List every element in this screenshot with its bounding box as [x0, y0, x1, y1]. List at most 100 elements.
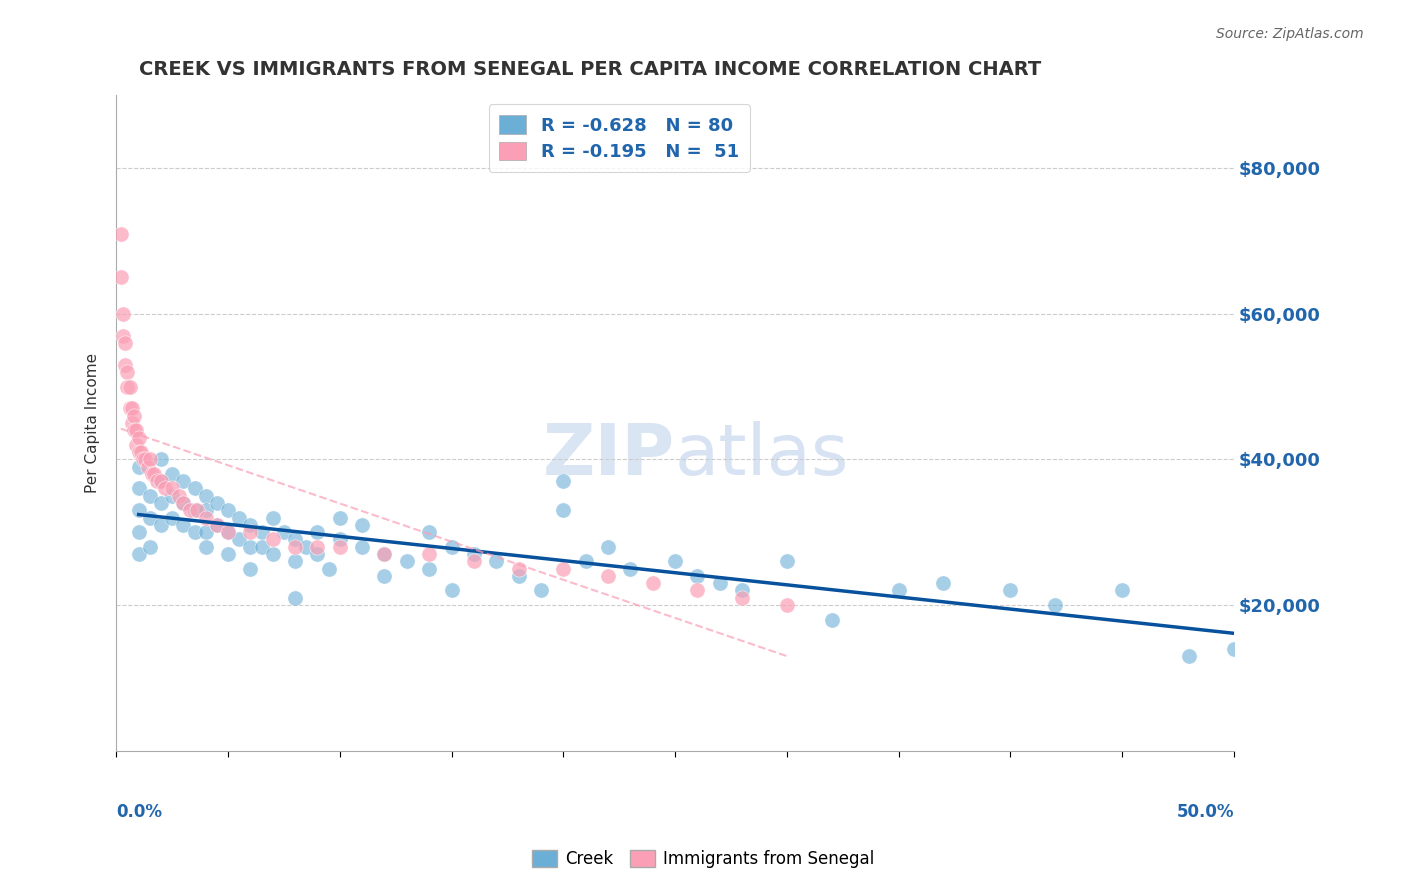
Point: [664, 554, 686, 568]
Point: [284, 591, 307, 605]
Point: [205, 517, 228, 532]
Y-axis label: Per Capita Income: Per Capita Income: [86, 353, 100, 493]
Point: [121, 401, 143, 416]
Point: [149, 474, 172, 488]
Point: [440, 540, 463, 554]
Point: [117, 365, 139, 379]
Text: Source: ZipAtlas.com: Source: ZipAtlas.com: [1216, 27, 1364, 41]
Point: [217, 525, 239, 540]
Point: [160, 510, 183, 524]
Point: [641, 576, 664, 591]
Point: [186, 503, 208, 517]
Point: [1000, 583, 1022, 598]
Point: [172, 496, 194, 510]
Point: [596, 569, 619, 583]
Point: [217, 525, 239, 540]
Point: [128, 459, 150, 474]
Point: [134, 452, 156, 467]
Text: 0.0%: 0.0%: [117, 803, 162, 821]
Point: [1178, 648, 1201, 663]
Point: [217, 547, 239, 561]
Point: [239, 525, 262, 540]
Legend: Creek, Immigrants from Senegal: Creek, Immigrants from Senegal: [524, 843, 882, 875]
Point: [373, 547, 395, 561]
Point: [295, 540, 318, 554]
Text: atlas: atlas: [675, 421, 849, 491]
Point: [160, 489, 183, 503]
Point: [553, 561, 575, 575]
Point: [887, 583, 910, 598]
Point: [125, 423, 148, 437]
Point: [132, 452, 155, 467]
Point: [239, 561, 262, 575]
Point: [1111, 583, 1133, 598]
Point: [250, 525, 273, 540]
Point: [418, 525, 440, 540]
Point: [145, 474, 167, 488]
Point: [194, 503, 217, 517]
Point: [239, 540, 262, 554]
Point: [167, 489, 190, 503]
Point: [183, 503, 205, 517]
Point: [686, 569, 709, 583]
Point: [508, 569, 530, 583]
Point: [530, 583, 553, 598]
Point: [141, 467, 163, 481]
Point: [485, 554, 508, 568]
Point: [155, 482, 177, 496]
Point: [373, 569, 395, 583]
Point: [160, 482, 183, 496]
Point: [262, 533, 284, 547]
Point: [128, 547, 150, 561]
Point: [122, 409, 145, 423]
Point: [250, 540, 273, 554]
Point: [125, 438, 148, 452]
Point: [463, 554, 485, 568]
Point: [1043, 598, 1066, 612]
Point: [118, 379, 141, 393]
Point: [129, 445, 152, 459]
Point: [262, 510, 284, 524]
Point: [731, 591, 754, 605]
Point: [508, 561, 530, 575]
Point: [160, 467, 183, 481]
Point: [122, 423, 145, 437]
Point: [114, 335, 136, 350]
Point: [284, 554, 307, 568]
Point: [183, 525, 205, 540]
Point: [553, 503, 575, 517]
Point: [318, 561, 340, 575]
Point: [418, 561, 440, 575]
Point: [329, 540, 352, 554]
Point: [820, 613, 842, 627]
Point: [686, 583, 709, 598]
Point: [205, 496, 228, 510]
Point: [128, 431, 150, 445]
Point: [128, 445, 150, 459]
Point: [121, 416, 143, 430]
Point: [139, 489, 162, 503]
Point: [194, 540, 217, 554]
Point: [352, 540, 374, 554]
Point: [111, 307, 134, 321]
Point: [395, 554, 418, 568]
Point: [329, 510, 352, 524]
Point: [776, 554, 799, 568]
Point: [932, 576, 955, 591]
Point: [307, 547, 329, 561]
Text: ZIP: ZIP: [543, 421, 675, 491]
Point: [1223, 641, 1246, 656]
Point: [128, 503, 150, 517]
Text: CREEK VS IMMIGRANTS FROM SENEGAL PER CAPITA INCOME CORRELATION CHART: CREEK VS IMMIGRANTS FROM SENEGAL PER CAP…: [139, 60, 1040, 78]
Point: [553, 474, 575, 488]
Point: [373, 547, 395, 561]
Point: [111, 328, 134, 343]
Point: [262, 547, 284, 561]
Point: [143, 467, 166, 481]
Point: [149, 517, 172, 532]
Point: [307, 525, 329, 540]
Point: [228, 533, 250, 547]
Point: [228, 510, 250, 524]
Point: [139, 540, 162, 554]
Point: [284, 533, 307, 547]
